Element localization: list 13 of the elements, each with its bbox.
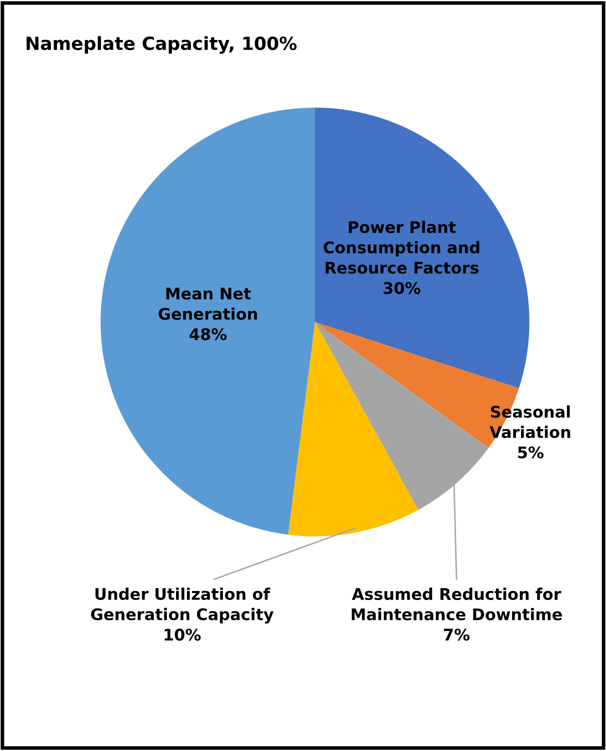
data-label: 48% (190, 328, 227, 340)
slice-label: Assumed Reduction for Maintenance Downtime (352, 588, 562, 620)
pie-slice (315, 108, 530, 388)
data-label: 30% (384, 282, 420, 294)
data-label: 10% (164, 628, 201, 641)
slice-label: Under Utilization of Generation Capacity (91, 588, 274, 624)
slice-label: Power Plant Consumption and Resource Factors (324, 220, 480, 274)
pie-slice (100, 108, 315, 535)
data-label: 5% (518, 446, 544, 458)
pie-slice (288, 322, 418, 536)
slice-label: Mean Net Generation (158, 288, 257, 320)
chart-title: Nameplate Capacity, 100% (26, 36, 297, 54)
data-label: 7% (444, 628, 470, 641)
